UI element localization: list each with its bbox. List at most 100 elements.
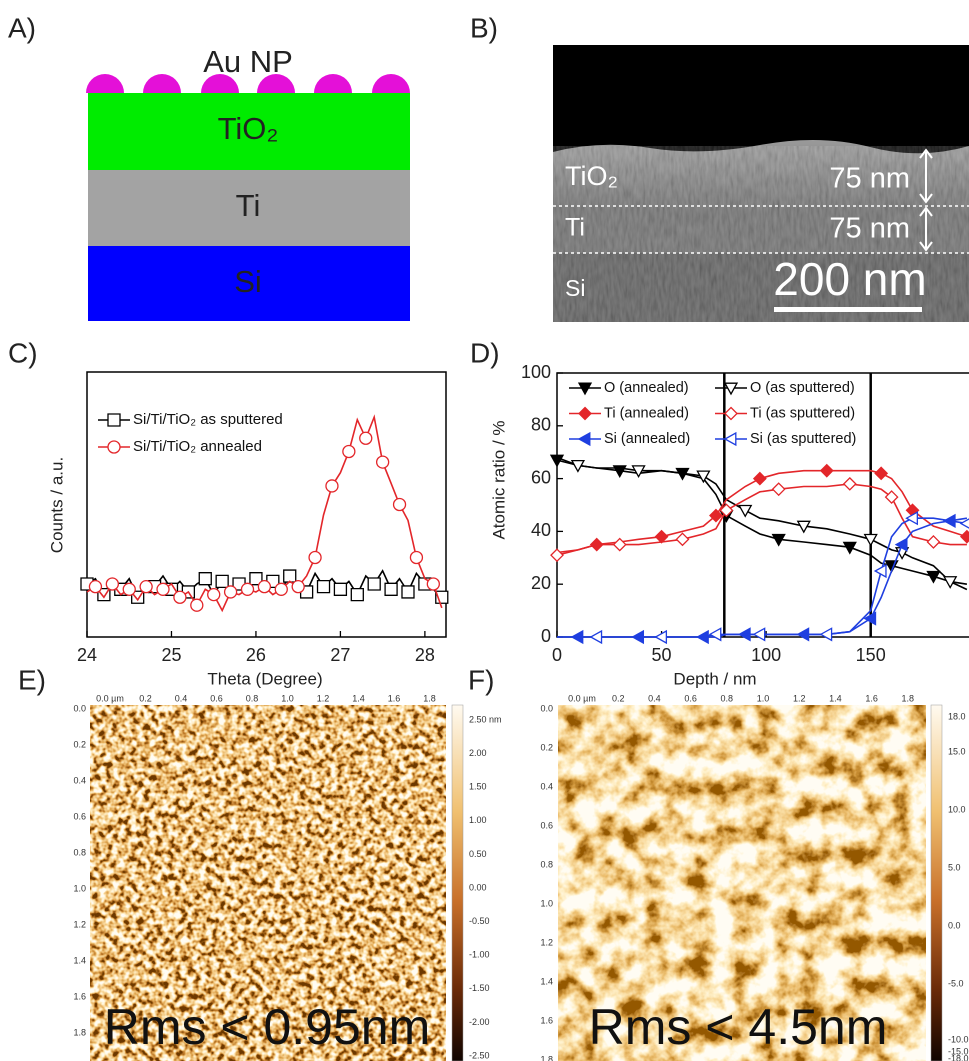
x-tick-label: 24 <box>77 645 97 665</box>
marker <box>738 504 753 518</box>
arrow <box>919 148 933 204</box>
marker <box>392 497 407 512</box>
legend-label: Si/Ti/TiO₂ as sputtered <box>133 411 283 428</box>
legend-label: Ti (annealed) <box>604 405 689 421</box>
y-axis-label: Counts / a.u. <box>47 457 66 553</box>
y-tick-label: 60 <box>531 467 551 487</box>
colorbar-tick-label: -18.0 <box>948 1053 969 1061</box>
x-tick-label: 28 <box>415 645 435 665</box>
x-tick-label: 50 <box>652 645 672 665</box>
legend-marker <box>723 382 739 396</box>
colorbar-tick-label: 0.00 <box>469 882 487 892</box>
x-tick-label: 150 <box>856 645 886 665</box>
colorbar <box>451 704 464 1061</box>
colorbar-tick-label: 5.0 <box>948 862 961 872</box>
marker <box>796 520 811 534</box>
panel-label: E) <box>18 664 46 695</box>
marker <box>333 582 348 596</box>
y-tick-label: 100 <box>521 362 551 382</box>
afm-x-tick-label: 0.0 µm <box>568 693 596 703</box>
marker <box>291 580 305 594</box>
legend-marker <box>577 431 591 447</box>
sem-labels: TiO₂ Ti Si 75 nm 75 nm 200 nm <box>565 161 927 305</box>
afm-e <box>90 704 464 1061</box>
nanoparticle <box>86 74 124 93</box>
nanoparticle <box>372 74 410 93</box>
marker <box>173 590 187 604</box>
marker <box>401 585 415 599</box>
afm-x-tick-label: 0.4 <box>175 693 188 703</box>
afm-x-tick-label: 1.6 <box>388 693 401 703</box>
panel-label: B) <box>470 12 498 43</box>
afm-x-tick-label: 0.8 <box>246 693 259 703</box>
layer-tio2 <box>88 93 410 170</box>
afm-x-tick-label: 1.8 <box>902 693 915 703</box>
thickness-label: 75 nm <box>829 163 910 195</box>
afm-y-tick-label: 0.2 <box>540 742 553 752</box>
colorbar-tick-label: 0.50 <box>469 849 487 859</box>
legend-marker <box>577 382 593 396</box>
series-line <box>556 459 968 591</box>
afm-x-tick-label: 1.2 <box>793 693 806 703</box>
marker <box>350 587 364 602</box>
legend-label: Si (as sputtered) <box>750 431 856 447</box>
marker <box>274 582 288 596</box>
marker <box>122 582 136 596</box>
y-tick-label: 20 <box>531 573 551 593</box>
legend-marker <box>578 406 592 421</box>
legend-label: Si (annealed) <box>604 431 690 447</box>
marker <box>342 444 356 459</box>
marker <box>819 463 834 478</box>
nanoparticle <box>143 74 181 93</box>
x-tick-label: 100 <box>751 645 781 665</box>
marker <box>207 587 221 602</box>
layer-label: TiO₂ <box>565 161 618 191</box>
afm-y-tick-label: 1.8 <box>540 1054 553 1061</box>
colorbar-tick-label: -2.50 <box>469 1050 490 1060</box>
sem-grain <box>553 146 969 322</box>
afm-y-tick-label: 1.2 <box>73 919 86 929</box>
afm-y-tick-label: 1.8 <box>73 1027 86 1037</box>
marker <box>894 537 908 552</box>
afm-x-tick-label: 1.8 <box>423 693 436 703</box>
series-line <box>556 483 967 556</box>
afm-x-tick-label: 1.4 <box>829 693 842 703</box>
marker <box>240 582 255 596</box>
marker <box>612 537 627 552</box>
layer-label: TiO₂ <box>218 111 279 146</box>
rms-label: Rms < 4.5nm <box>589 999 888 1055</box>
afm-y-tick-label: 0.8 <box>73 847 86 857</box>
colorbar-tick-label: -2.00 <box>469 1017 490 1027</box>
colorbar-tick-label: -5.0 <box>948 978 964 988</box>
x-axis-label: Theta (Degree) <box>207 669 322 688</box>
marker <box>105 577 119 591</box>
afm-image <box>90 705 446 1061</box>
x-tick-label: 0 <box>552 645 562 665</box>
afm-x-tick-label: 0.4 <box>648 693 661 703</box>
legend-marker <box>724 406 738 421</box>
legend-label: Ti (as sputtered) <box>750 405 855 421</box>
marker <box>863 611 877 626</box>
marker <box>426 577 440 591</box>
afm-y-tick-label: 1.2 <box>540 937 553 947</box>
afm-y-tick-label: 0.6 <box>73 811 86 821</box>
afm-y-tick-label: 0.8 <box>540 859 553 869</box>
chart: 0 50 100 150 0 20 40 60 80 100 Depth / nm Atomic ra… <box>489 362 969 688</box>
afm-y-tick-label: 1.6 <box>73 991 86 1001</box>
marker <box>874 466 889 481</box>
marker <box>959 518 969 529</box>
marker <box>409 550 424 565</box>
np-label: Au NP <box>203 44 293 79</box>
layer-label: Ti <box>236 188 261 223</box>
afm-x-tick-label: 0.2 <box>139 693 152 703</box>
marker <box>842 541 857 555</box>
marker <box>959 529 969 544</box>
marker <box>708 627 722 642</box>
marker <box>283 569 297 583</box>
marker <box>156 582 170 596</box>
layer-label: Si <box>234 264 262 299</box>
panel-label: C) <box>8 337 38 368</box>
panel-label: F) <box>468 664 494 695</box>
